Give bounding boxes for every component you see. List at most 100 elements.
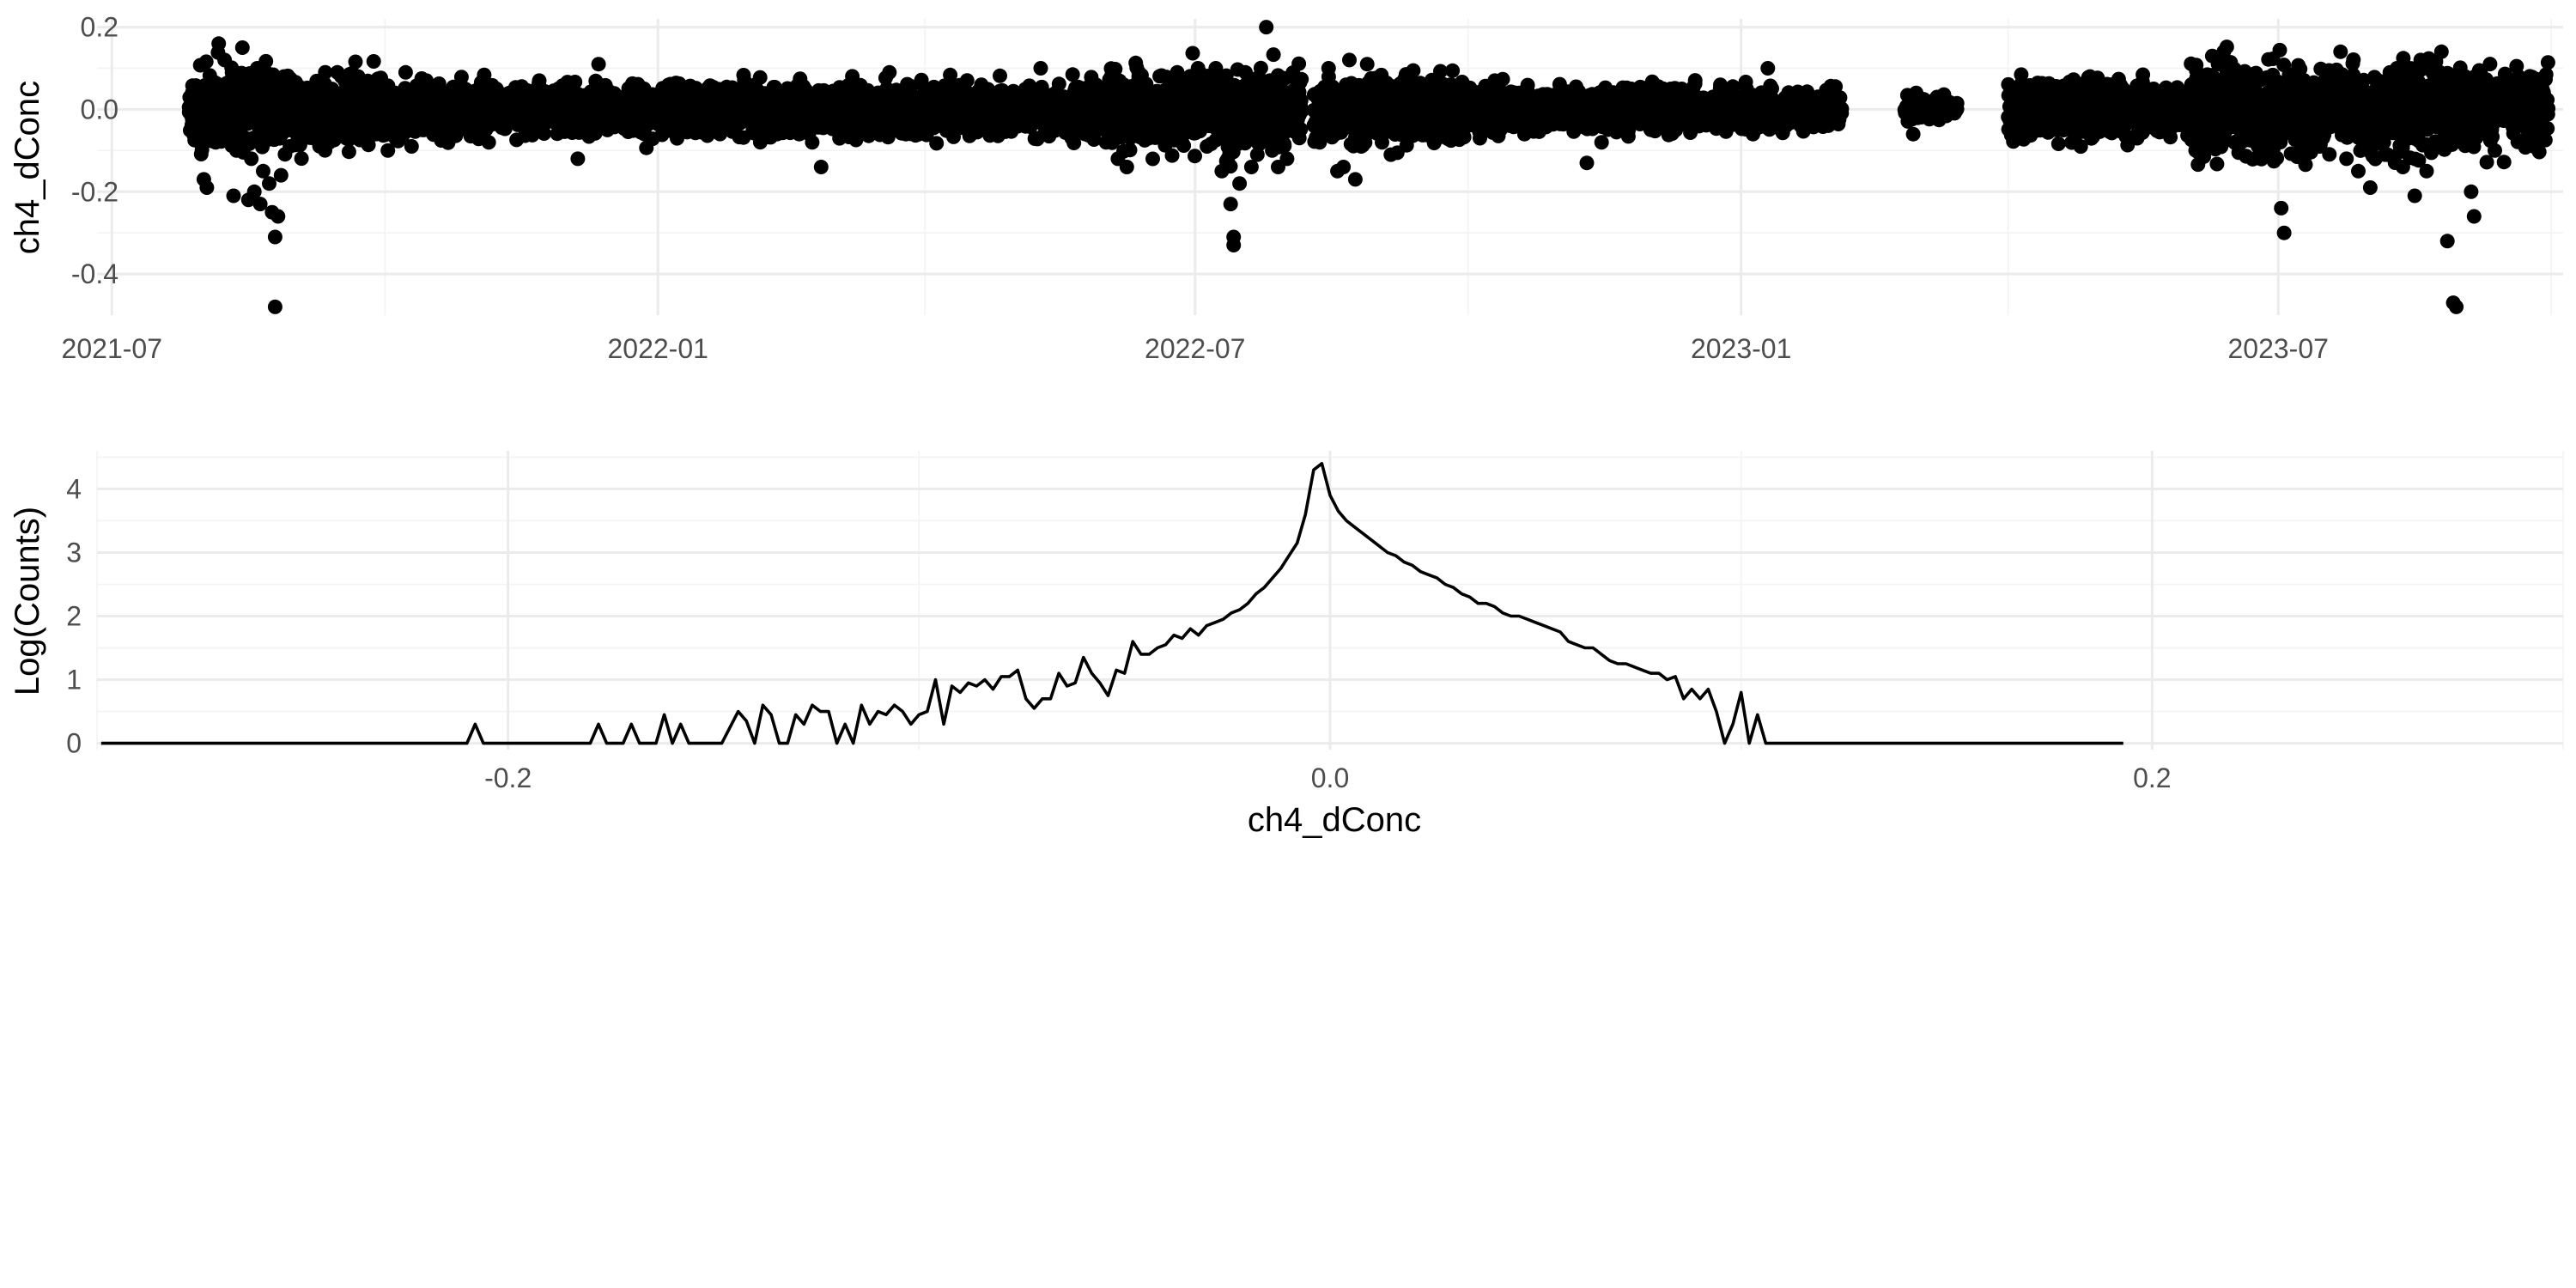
scatter-point [914,72,929,88]
scatter-point [762,123,777,138]
scatter-point [1057,97,1072,112]
scatter-point [241,108,257,124]
scatter-point [1075,93,1091,107]
scatter-point [701,111,716,126]
scatter-point [419,97,434,112]
scatter-point [1184,110,1200,125]
scatter-point [736,68,751,82]
scatter-point [993,68,1007,83]
scatter-point [1534,107,1549,123]
scatter-point [466,94,482,109]
scatter-point [1187,125,1201,141]
scatter-point [941,82,957,97]
scatter-point [1460,96,1475,112]
scatter-point [1433,64,1448,79]
scatter-point [1200,116,1215,131]
scatter-point [802,89,817,105]
scatter-point [1128,55,1144,70]
scatter-point [1197,101,1212,116]
scatter-point [1741,91,1756,106]
scatter-point [1048,85,1064,100]
scatter-point [1777,96,1792,112]
scatter-point [1014,106,1030,122]
scatter-point [1335,108,1351,124]
scatter-panel: 0.20.0-0.2-0.4 2021-07 2022-01 2022-07 2023… [9,12,2563,364]
scatter-point [1812,89,1827,105]
scatter-point [1102,72,1117,88]
scatter-point [1145,151,1160,167]
scatter-point [1690,104,1705,119]
scatter-point [671,76,687,91]
scatter-point [374,105,389,120]
scatter-point [1656,81,1671,96]
scatter-point [1033,83,1048,98]
scatter-point [965,102,980,118]
scatter-point [648,112,664,128]
scatter-point [556,122,571,137]
scatter-point [900,76,915,92]
scatter-point [872,108,887,124]
scatter-point [929,136,945,151]
scatter-point [1364,70,1379,86]
scatter-point [955,114,970,130]
scatter-point [1149,83,1164,99]
scatter-point [1321,100,1337,115]
scatter-point [1410,103,1425,118]
scatter-point [1311,122,1327,137]
scatter-point [775,125,791,141]
scatter-point [611,91,626,106]
scatter-point [1293,122,1309,137]
scatter-point [1709,111,1724,126]
scatter-points [181,20,2556,314]
scatter-point [885,83,901,99]
scatter-point [1492,110,1508,125]
scatter-point [1230,94,1245,110]
scatter-point [1484,90,1499,106]
scatter-point [366,54,381,69]
scatter-point [247,82,263,97]
scatter-point [1164,148,1180,163]
scatter-point [294,151,309,167]
scatter-point [1185,73,1200,88]
scatter-point [854,92,870,107]
scatter-point [714,118,729,134]
scatter-point [355,104,370,119]
scatter-point [569,116,585,131]
scatter-point [264,98,279,113]
scatter-point [1718,90,1734,106]
scatter-point [522,98,538,113]
scatter-point [393,105,409,120]
scatter-point [792,126,807,142]
scatter-point [1188,149,1202,164]
scatter-point [942,100,957,116]
scatter-point [1161,112,1176,127]
scatter-point [1595,115,1610,130]
scatter-point [1828,79,1844,94]
scatter-point [1167,126,1182,142]
scatter-point [1099,97,1115,112]
scatter-point [1048,110,1064,125]
scatter-point [890,115,905,131]
scatter-point [1261,114,1276,130]
scatter-point [584,112,599,128]
scatter-point [284,112,300,128]
scatter-point [943,67,958,82]
scatter-point [1176,94,1192,110]
scatter-point [272,131,288,146]
scatter-point [982,90,998,106]
scatter-point [1065,67,1080,82]
scatter-point [1625,99,1641,114]
scatter-point [480,100,495,115]
scatter-point [778,106,793,122]
scatter-point [748,83,763,99]
scatter-point [1453,111,1468,126]
scatter-point [1209,75,1224,90]
scatter-point [1436,120,1451,136]
scatter-point [1133,94,1149,109]
scatter-point [261,77,276,93]
scatter-point [1137,132,1152,148]
scatter-point [633,94,648,109]
scatter-point [1249,134,1265,149]
scatter-point [793,71,808,87]
scatter-point [1282,103,1297,118]
